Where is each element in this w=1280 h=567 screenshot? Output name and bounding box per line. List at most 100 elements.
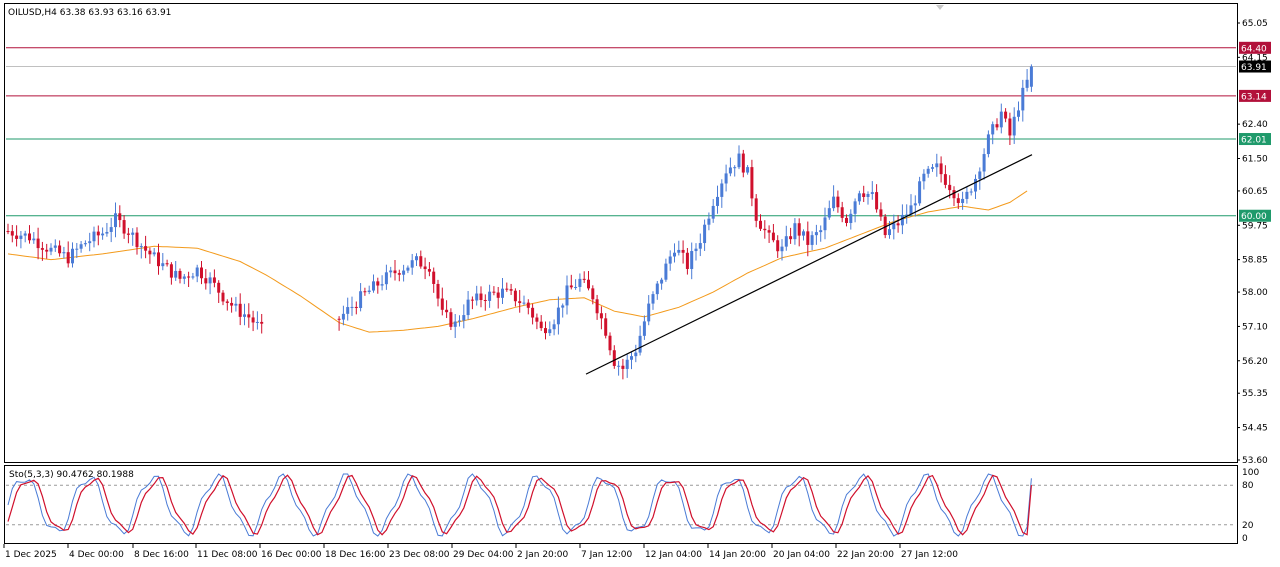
candle-body	[810, 235, 814, 245]
candle-body	[1025, 79, 1029, 88]
candle-body	[746, 167, 750, 173]
candle-body	[621, 365, 625, 369]
candle-body	[144, 246, 148, 251]
candle-body	[191, 276, 195, 278]
candle-body	[83, 243, 87, 245]
candle-body	[359, 291, 363, 308]
candle-body	[118, 213, 122, 221]
candle-body	[642, 321, 646, 336]
candle-body	[896, 223, 900, 226]
candle-body	[574, 286, 578, 288]
candle-body	[1017, 110, 1020, 117]
candle-body	[466, 299, 470, 316]
candle-body	[488, 291, 492, 301]
y-tick-label: 61.50	[1242, 154, 1268, 164]
candle-body	[230, 302, 234, 306]
candle-body	[703, 224, 707, 244]
candle-body	[728, 167, 732, 174]
candle-body	[677, 249, 681, 253]
candle-body	[225, 301, 229, 303]
candle-body	[389, 270, 393, 273]
candle-body	[552, 324, 556, 330]
candle-body	[707, 218, 711, 225]
trend-line[interactable]	[585, 154, 1033, 375]
candle-body	[410, 260, 414, 268]
candle-body	[402, 270, 406, 275]
candle-body	[857, 193, 861, 202]
candle-body	[535, 317, 539, 322]
candle-body	[397, 273, 401, 275]
x-tick-label: 22 Jan 20:00	[837, 550, 894, 560]
candle-body	[427, 269, 431, 272]
y-tick-label: 62.40	[1242, 120, 1268, 130]
candle-body	[200, 267, 203, 279]
candle-body	[617, 365, 621, 367]
candle-body	[939, 163, 943, 175]
y-tick-label: 58.85	[1242, 256, 1268, 266]
candle-body	[75, 248, 79, 250]
candle-body	[178, 270, 182, 279]
trendline[interactable]	[585, 154, 1033, 375]
candle-body	[556, 307, 560, 325]
candle-body	[724, 173, 728, 184]
candle-body	[49, 247, 53, 252]
candle-body	[522, 302, 526, 304]
candle-body	[367, 290, 371, 292]
chart-shift-marker[interactable]	[936, 5, 944, 10]
stoch-axis-label: 80	[1242, 481, 1254, 491]
stochastic-panel-frame	[4, 465, 1238, 544]
x-tick-label: 29 Dec 04:00	[453, 550, 514, 560]
candle-body	[909, 205, 913, 215]
candle-body	[918, 181, 922, 204]
y-tick-label: 55.35	[1242, 389, 1268, 399]
candle-body	[698, 243, 702, 249]
stoch-axis-label: 100	[1242, 468, 1259, 478]
candles	[6, 64, 1033, 380]
candle-body	[982, 154, 986, 172]
candle-body	[776, 240, 780, 252]
candle-body	[260, 321, 264, 324]
candle-body	[101, 233, 105, 236]
candle-body	[544, 328, 547, 334]
candle-body	[870, 192, 874, 194]
candle-body	[784, 236, 788, 247]
x-tick-label: 20 Jan 04:00	[773, 550, 830, 560]
candle-body	[655, 283, 659, 295]
candle-body	[492, 291, 496, 293]
price-tag-label: 64.40	[1241, 44, 1267, 54]
candle-body	[445, 309, 449, 313]
candle-body	[599, 313, 603, 319]
candle-body	[501, 288, 504, 298]
candle-body	[651, 294, 655, 304]
candle-body	[604, 318, 608, 336]
y-tick-label: 58.00	[1242, 288, 1268, 298]
candle-body	[92, 231, 96, 242]
candle-body	[53, 245, 57, 248]
price-tags: 64.40 63.91 63.14 62.01 60.00	[1239, 41, 1271, 222]
candle-body	[638, 335, 642, 353]
candle-body	[393, 270, 397, 274]
candle-body	[513, 290, 517, 302]
candle-body	[195, 267, 199, 277]
candle-body	[187, 276, 191, 278]
candle-body	[36, 238, 40, 249]
y-tick-label: 64.15	[1242, 53, 1268, 63]
candle-body	[952, 190, 956, 199]
candle-body	[363, 291, 367, 293]
candle-body	[647, 303, 651, 322]
candle-body	[350, 306, 354, 308]
candle-body	[587, 279, 590, 289]
candle-body	[905, 214, 909, 216]
candle-body	[995, 124, 999, 128]
candle-body	[681, 249, 685, 253]
candle-body	[582, 278, 586, 280]
time-axis: 1 Dec 2025 4 Dec 00:00 8 Dec 16:00 11 Dec 0…	[3, 544, 958, 560]
candle-body	[771, 232, 775, 241]
candle-body	[840, 207, 844, 218]
candle-body	[496, 292, 500, 298]
candle-body	[978, 171, 982, 179]
y-tick-label: 65.05	[1242, 19, 1268, 29]
candle-body	[913, 203, 917, 206]
candle-body	[823, 217, 827, 231]
